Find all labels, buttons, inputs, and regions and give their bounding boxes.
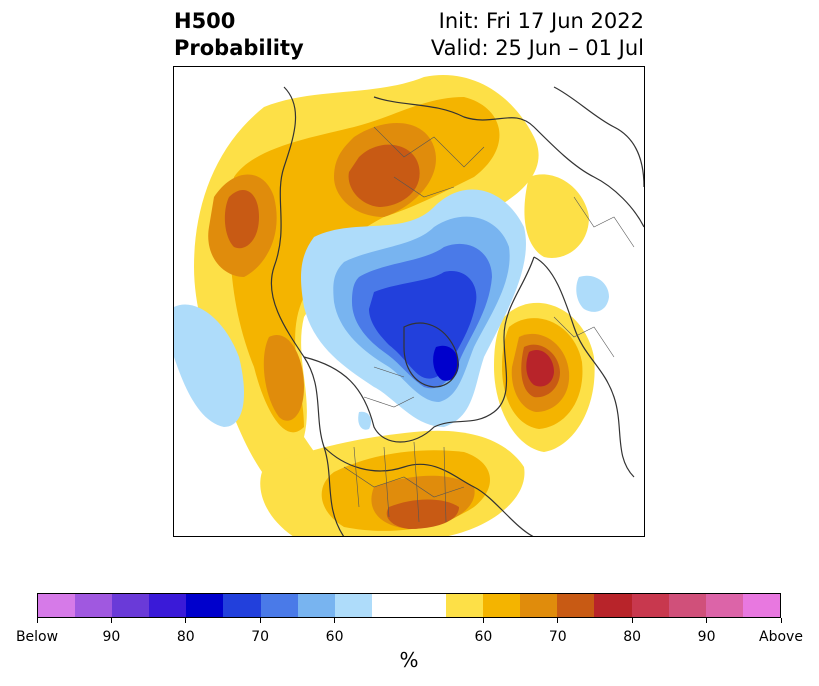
probability-map bbox=[173, 66, 645, 537]
colorbar-tick-label: 60 bbox=[325, 629, 344, 645]
colorbar-segment bbox=[112, 594, 150, 617]
above-region-pacific-core bbox=[224, 189, 259, 249]
colorbar-segment bbox=[38, 594, 76, 617]
colorbar-segment bbox=[742, 594, 780, 617]
above-region-siberia-core bbox=[348, 144, 420, 207]
colorbar bbox=[37, 593, 781, 618]
colorbar-segment bbox=[149, 594, 187, 617]
colorbar-segment bbox=[705, 594, 743, 617]
colorbar-tick bbox=[557, 618, 559, 623]
map-canvas bbox=[174, 75, 644, 536]
colorbar-tick bbox=[780, 618, 782, 623]
political-borders bbox=[343, 126, 635, 523]
colorbar-tick bbox=[631, 618, 633, 623]
above-region-northeast-asia bbox=[524, 174, 589, 258]
above-region-north-pacific-gold bbox=[230, 97, 500, 433]
colorbar-tick-label: Below bbox=[15, 629, 59, 645]
colorbar-segment bbox=[668, 594, 706, 617]
valid-date: Valid: 25 Jun – 01 Jul bbox=[430, 36, 644, 60]
above-region-east-asia-orange bbox=[263, 335, 304, 421]
colorbar-segment bbox=[631, 594, 669, 617]
title-line-quantity: Probability bbox=[174, 36, 304, 60]
below-normal-shading bbox=[174, 189, 609, 430]
colorbar-segment bbox=[408, 594, 447, 617]
colorbar-segment bbox=[520, 594, 558, 617]
colorbar-segment bbox=[223, 594, 261, 617]
colorbar-tick-label: 80 bbox=[176, 629, 195, 645]
colorbar-segment bbox=[334, 594, 372, 617]
colorbar-tick-label: 70 bbox=[251, 629, 270, 645]
colorbar-segment bbox=[297, 594, 335, 617]
below-region-east-siberia bbox=[576, 275, 609, 312]
colorbar-tick bbox=[36, 618, 38, 623]
above-region-north-america-core bbox=[386, 499, 459, 529]
colorbar-segment bbox=[75, 594, 113, 617]
colorbar-unit-text: % bbox=[399, 648, 419, 672]
colorbar-tick bbox=[482, 618, 484, 623]
colorbar-segment bbox=[186, 594, 224, 617]
below-region-west-pacific bbox=[174, 304, 244, 427]
colorbar-tick bbox=[185, 618, 187, 623]
colorbar-tick bbox=[334, 618, 336, 623]
colorbar-tick-label: Above bbox=[759, 629, 803, 645]
coastlines bbox=[270, 86, 644, 536]
colorbar-segment bbox=[446, 594, 484, 617]
init-date: Init: Fri 17 Jun 2022 bbox=[438, 9, 644, 33]
colorbar-segment bbox=[260, 594, 298, 617]
colorbar-segment bbox=[557, 594, 595, 617]
below-region-canada-small bbox=[358, 411, 371, 430]
colorbar-tick-label: 80 bbox=[623, 629, 642, 645]
colorbar-tick-label: 90 bbox=[697, 629, 716, 645]
colorbar-segment bbox=[483, 594, 521, 617]
above-region-europe-core bbox=[526, 349, 554, 387]
colorbar-tick-label: 60 bbox=[474, 629, 493, 645]
colorbar-tick bbox=[706, 618, 708, 623]
forecast-dates: Init: Fri 17 Jun 2022 Valid: 25 Jun – 01… bbox=[431, 8, 644, 62]
colorbar-ticks bbox=[36, 618, 782, 628]
colorbar-segment bbox=[594, 594, 632, 617]
colorbar-tick-label: 90 bbox=[102, 629, 121, 645]
colorbar-tick-label: 70 bbox=[548, 629, 567, 645]
map-title: H500 Probability bbox=[174, 8, 304, 62]
above-normal-shading bbox=[194, 75, 595, 536]
colorbar-tick bbox=[259, 618, 261, 623]
below-region-arctic-core bbox=[433, 345, 459, 381]
title-line-variable: H500 bbox=[174, 9, 236, 33]
colorbar-segment bbox=[371, 594, 409, 617]
colorbar-tick bbox=[110, 618, 112, 623]
